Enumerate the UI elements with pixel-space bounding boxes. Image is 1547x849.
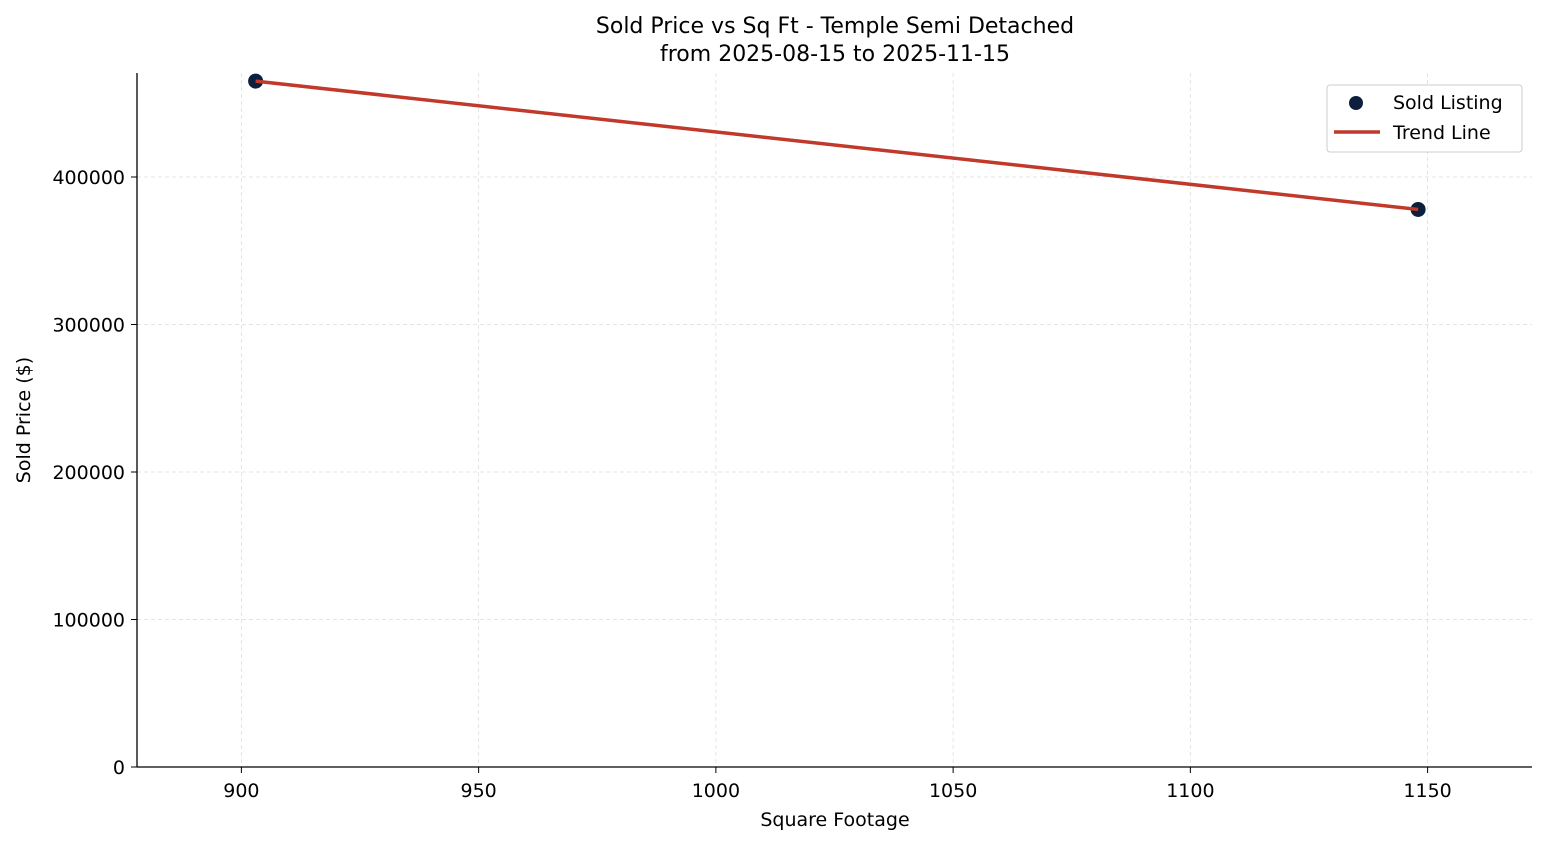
x-tick-label: 1100 [1166,780,1214,802]
legend-box [1326,84,1523,153]
x-axis-label: Square Footage [760,809,909,831]
y-tick-label: 400000 [52,167,125,189]
legend-label-sold-listing: Sold Listing [1393,92,1503,114]
y-axis-label: Sold Price ($) [13,357,35,483]
x-tick-label: 1000 [692,780,740,802]
x-tick-label: 900 [223,780,259,802]
marks [248,73,1426,217]
x-tick-label: 1150 [1403,780,1451,802]
chart-subtitle: from 2025-08-15 to 2025-11-15 [660,42,1010,67]
x-tick-label: 1050 [929,780,977,802]
legend-marker-sold-listing [1349,96,1363,110]
x-tick-label: 950 [460,780,496,802]
trend-line [255,79,1419,212]
data-point-sold-listing [248,73,264,89]
y-tick-label: 200000 [52,462,125,484]
y-tick-label: 300000 [52,314,125,336]
legend: Sold Listing Trend Line [1326,84,1523,153]
grid [137,73,1532,767]
chart-title: Sold Price vs Sq Ft - Temple Semi Detach… [596,14,1074,39]
ticks: 900 950 1000 1050 1100 1150 0 100000 200000 30000… [52,167,1451,802]
y-tick-label: 0 [113,757,125,779]
legend-label-trend-line: Trend Line [1392,122,1491,144]
y-tick-label: 100000 [52,609,125,631]
